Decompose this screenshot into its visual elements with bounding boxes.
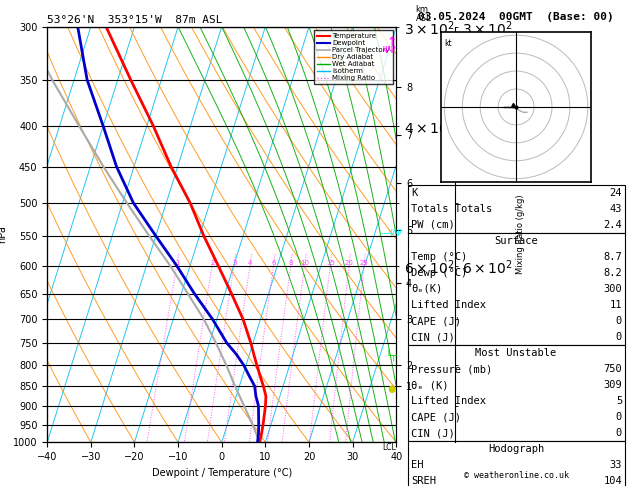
Text: Totals Totals: Totals Totals: [411, 204, 493, 214]
Text: Hodograph: Hodograph: [488, 444, 544, 454]
Text: 10: 10: [300, 260, 309, 266]
Y-axis label: Mixing Ratio (g/kg): Mixing Ratio (g/kg): [516, 195, 525, 274]
Text: Surface: Surface: [494, 236, 538, 246]
Text: ●: ●: [387, 384, 396, 394]
Text: └┬: └┬: [386, 349, 398, 361]
Text: 4: 4: [248, 260, 253, 266]
Text: 309: 309: [603, 380, 622, 390]
Text: 24: 24: [610, 188, 622, 198]
Text: 6: 6: [272, 260, 276, 266]
Text: PW (cm): PW (cm): [411, 220, 455, 230]
X-axis label: Dewpoint / Temperature (°C): Dewpoint / Temperature (°C): [152, 468, 292, 478]
Text: 43: 43: [610, 204, 622, 214]
Text: Most Unstable: Most Unstable: [476, 348, 557, 358]
Text: EH: EH: [411, 460, 424, 470]
Text: Lifted Index: Lifted Index: [411, 300, 486, 310]
Text: 0: 0: [616, 316, 622, 326]
Text: CIN (J): CIN (J): [411, 428, 455, 438]
Text: CAPE (J): CAPE (J): [411, 316, 461, 326]
Text: 0: 0: [616, 412, 622, 422]
Text: SREH: SREH: [411, 476, 437, 486]
Text: —ΨΨ: —ΨΨ: [381, 229, 403, 238]
Text: 0: 0: [616, 428, 622, 438]
Text: 5: 5: [616, 396, 622, 406]
Legend: Temperature, Dewpoint, Parcel Trajectory, Dry Adiabat, Wet Adiabat, Isotherm, Mi: Temperature, Dewpoint, Parcel Trajectory…: [314, 30, 392, 84]
Text: 11: 11: [610, 300, 622, 310]
Text: 53°26'N  353°15'W  87m ASL: 53°26'N 353°15'W 87m ASL: [47, 15, 223, 25]
Text: 25: 25: [360, 260, 369, 266]
Text: 8: 8: [289, 260, 293, 266]
Text: ΨΨ: ΨΨ: [382, 46, 396, 55]
Text: CAPE (J): CAPE (J): [411, 412, 461, 422]
Text: Dewp (°C): Dewp (°C): [411, 268, 467, 278]
Text: 15: 15: [326, 260, 335, 266]
Text: CIN (J): CIN (J): [411, 332, 455, 342]
Y-axis label: hPa: hPa: [0, 226, 8, 243]
Text: ↑: ↑: [387, 36, 397, 50]
Text: 2.4: 2.4: [603, 220, 622, 230]
Text: K: K: [411, 188, 418, 198]
Text: © weatheronline.co.uk: © weatheronline.co.uk: [464, 471, 569, 480]
Text: LCL: LCL: [382, 443, 396, 451]
Text: 33: 33: [610, 460, 622, 470]
Text: 3: 3: [232, 260, 237, 266]
Text: 104: 104: [603, 476, 622, 486]
Text: 8.7: 8.7: [603, 252, 622, 262]
Text: θₑ(K): θₑ(K): [411, 284, 443, 294]
Text: km
ASL: km ASL: [416, 4, 431, 22]
Text: 1: 1: [175, 260, 179, 266]
Text: Lifted Index: Lifted Index: [411, 396, 486, 406]
Text: 20: 20: [345, 260, 353, 266]
Text: 8.2: 8.2: [603, 268, 622, 278]
Text: 0: 0: [616, 332, 622, 342]
Text: 2: 2: [210, 260, 214, 266]
Text: 03.05.2024  00GMT  (Base: 00): 03.05.2024 00GMT (Base: 00): [418, 12, 614, 22]
Text: kt: kt: [444, 39, 452, 48]
Text: 300: 300: [603, 284, 622, 294]
Text: Temp (°C): Temp (°C): [411, 252, 467, 262]
Text: θₑ (K): θₑ (K): [411, 380, 449, 390]
Text: 750: 750: [603, 364, 622, 374]
Text: Pressure (mb): Pressure (mb): [411, 364, 493, 374]
